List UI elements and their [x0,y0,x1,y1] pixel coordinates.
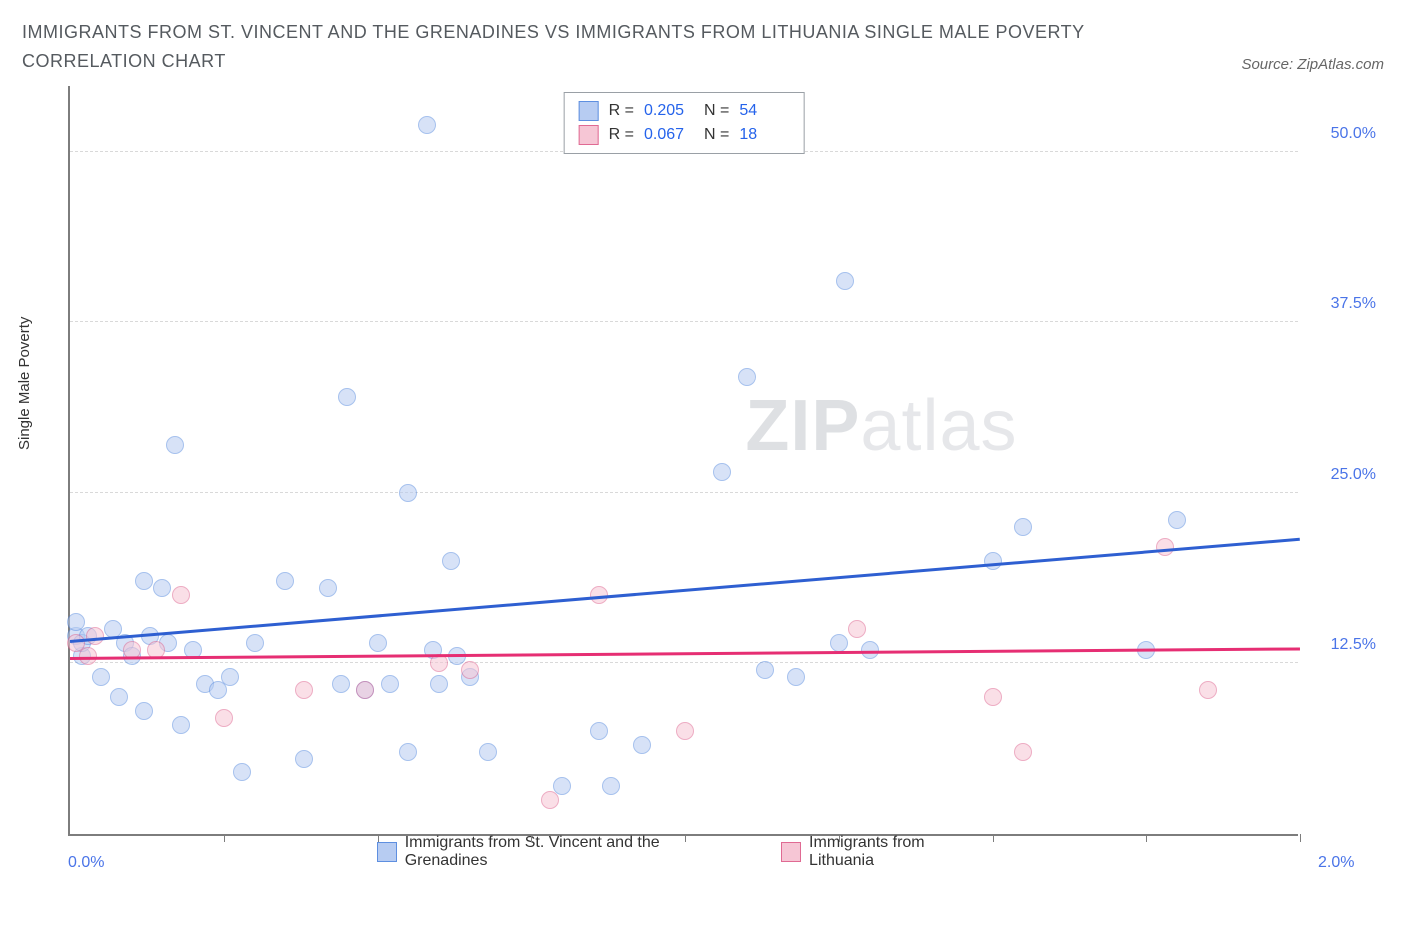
data-point [399,484,417,502]
x-tick [839,834,840,842]
y-tick-label: 12.5% [1306,636,1376,654]
data-point [836,272,854,290]
y-tick-label: 25.0% [1306,466,1376,484]
series-legend: Immigrants from St. Vincent and the Gren… [377,834,991,870]
data-point [830,634,848,652]
source-label: Source: ZipAtlas.com [1241,18,1384,73]
data-point [221,668,239,686]
n-label: N = [704,99,729,123]
data-point [110,688,128,706]
data-point [381,675,399,693]
r-value-0: 0.205 [644,99,694,123]
gridline [70,662,1298,663]
x-tick [1300,834,1301,842]
y-tick-label: 50.0% [1306,125,1376,143]
data-point [590,722,608,740]
data-point [332,675,350,693]
chart-title: IMMIGRANTS FROM ST. VINCENT AND THE GREN… [22,18,1142,76]
data-point [984,688,1002,706]
data-point [861,641,879,659]
data-point [1014,743,1032,761]
data-point [338,388,356,406]
data-point [172,716,190,734]
stats-legend: R = 0.205 N = 54 R = 0.067 N = 18 [564,92,805,154]
data-point [135,702,153,720]
n-label: N = [704,123,729,147]
data-point [461,661,479,679]
legend-label-1: Immigrants from Lithuania [809,834,991,870]
data-point [1199,681,1217,699]
swatch-series-1-icon [781,842,801,862]
trend-line [70,538,1300,643]
data-point [356,681,374,699]
chart-container: Single Male Poverty ZIPatlas R = 0.205 N… [22,80,1382,900]
data-point [166,436,184,454]
data-point [787,668,805,686]
data-point [479,743,497,761]
data-point [1156,538,1174,556]
data-point [756,661,774,679]
data-point [172,586,190,604]
plot-area: ZIPatlas R = 0.205 N = 54 R = 0.067 N = … [68,86,1298,836]
x-tick [685,834,686,842]
legend-label-0: Immigrants from St. Vincent and the Gren… [405,834,742,870]
gridline [70,492,1298,493]
data-point [369,634,387,652]
data-point [738,368,756,386]
y-tick-label: 37.5% [1306,295,1376,313]
data-point [295,681,313,699]
data-point [153,579,171,597]
data-point [246,634,264,652]
gridline [70,321,1298,322]
stats-row-series-0: R = 0.205 N = 54 [579,99,790,123]
data-point [319,579,337,597]
data-point [215,709,233,727]
data-point [676,722,694,740]
x-tick [993,834,994,842]
data-point [233,763,251,781]
data-point [713,463,731,481]
data-point [276,572,294,590]
data-point [399,743,417,761]
data-point [86,627,104,645]
legend-item-0: Immigrants from St. Vincent and the Gren… [377,834,741,870]
x-tick [378,834,379,842]
n-value-1: 18 [739,123,789,147]
legend-item-1: Immigrants from Lithuania [781,834,991,870]
data-point [92,668,110,686]
data-point [984,552,1002,570]
y-axis-label: Single Male Poverty [16,316,33,449]
data-point [633,736,651,754]
r-label: R = [609,123,634,147]
data-point [442,552,460,570]
data-point [848,620,866,638]
x-axis-min-label: 0.0% [68,854,104,872]
data-point [1014,518,1032,536]
swatch-series-0 [579,101,599,121]
data-point [418,116,436,134]
data-point [430,654,448,672]
r-value-1: 0.067 [644,123,694,147]
x-tick [224,834,225,842]
stats-row-series-1: R = 0.067 N = 18 [579,123,790,147]
data-point [295,750,313,768]
n-value-0: 54 [739,99,789,123]
x-tick [1146,834,1147,842]
data-point [541,791,559,809]
data-point [135,572,153,590]
x-axis-max-label: 2.0% [1318,854,1354,872]
swatch-series-0-icon [377,842,397,862]
watermark: ZIPatlas [745,385,1017,467]
data-point [602,777,620,795]
swatch-series-1 [579,125,599,145]
data-point [430,675,448,693]
data-point [1168,511,1186,529]
x-tick [531,834,532,842]
r-label: R = [609,99,634,123]
